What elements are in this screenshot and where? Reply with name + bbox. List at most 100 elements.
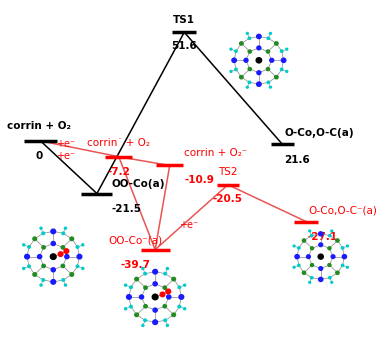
- Text: -27.1: -27.1: [308, 232, 338, 242]
- Text: 0: 0: [35, 151, 42, 162]
- Circle shape: [266, 68, 270, 71]
- Circle shape: [235, 50, 237, 52]
- Circle shape: [178, 305, 181, 308]
- Circle shape: [51, 279, 55, 284]
- Circle shape: [267, 37, 270, 39]
- Circle shape: [269, 32, 272, 34]
- Circle shape: [65, 254, 69, 259]
- Circle shape: [184, 308, 186, 310]
- Text: -10.9: -10.9: [184, 175, 214, 185]
- Circle shape: [298, 247, 300, 249]
- Circle shape: [130, 305, 132, 308]
- Circle shape: [309, 230, 311, 232]
- Circle shape: [42, 264, 45, 268]
- Circle shape: [235, 68, 237, 71]
- Circle shape: [163, 304, 166, 308]
- Circle shape: [328, 264, 331, 266]
- Circle shape: [38, 254, 42, 259]
- Circle shape: [286, 48, 288, 50]
- Circle shape: [33, 237, 36, 240]
- Circle shape: [298, 264, 300, 266]
- Circle shape: [126, 295, 131, 299]
- Circle shape: [331, 281, 333, 283]
- Circle shape: [310, 234, 313, 237]
- Circle shape: [163, 286, 166, 289]
- Circle shape: [58, 252, 63, 256]
- Circle shape: [51, 241, 55, 246]
- Circle shape: [25, 254, 29, 259]
- Circle shape: [346, 266, 348, 268]
- Circle shape: [309, 281, 311, 283]
- Circle shape: [40, 284, 42, 286]
- Circle shape: [166, 325, 168, 326]
- Text: corrin + O₂: corrin + O₂: [7, 121, 71, 131]
- Circle shape: [342, 254, 346, 259]
- Circle shape: [302, 271, 306, 274]
- Circle shape: [139, 295, 144, 299]
- Circle shape: [310, 264, 314, 266]
- Circle shape: [135, 313, 139, 316]
- Circle shape: [270, 58, 274, 62]
- Circle shape: [244, 58, 248, 62]
- Circle shape: [130, 286, 132, 289]
- Circle shape: [50, 254, 56, 259]
- Circle shape: [62, 232, 64, 234]
- Circle shape: [23, 244, 25, 246]
- Circle shape: [248, 68, 251, 71]
- Circle shape: [28, 265, 30, 268]
- Circle shape: [269, 86, 272, 88]
- Circle shape: [266, 50, 270, 53]
- Circle shape: [76, 246, 79, 248]
- Circle shape: [256, 82, 261, 86]
- Circle shape: [64, 284, 66, 286]
- Circle shape: [135, 277, 139, 281]
- Circle shape: [153, 269, 158, 274]
- Text: OO-Co(a): OO-Co(a): [111, 179, 165, 189]
- Circle shape: [144, 304, 147, 308]
- Circle shape: [166, 289, 171, 294]
- Circle shape: [257, 46, 261, 50]
- Circle shape: [246, 86, 248, 88]
- Circle shape: [319, 243, 323, 247]
- Circle shape: [82, 244, 84, 246]
- Circle shape: [256, 34, 261, 39]
- Circle shape: [167, 295, 171, 299]
- Circle shape: [336, 271, 339, 274]
- Circle shape: [328, 247, 331, 250]
- Circle shape: [240, 42, 243, 45]
- Circle shape: [281, 68, 283, 71]
- Text: +e⁻: +e⁻: [179, 220, 199, 230]
- Circle shape: [70, 273, 74, 276]
- Circle shape: [179, 295, 184, 299]
- Circle shape: [256, 58, 262, 63]
- Circle shape: [64, 227, 66, 229]
- Text: OO-Co⁻(a): OO-Co⁻(a): [108, 235, 162, 245]
- Text: -20.5: -20.5: [213, 194, 243, 204]
- Circle shape: [172, 313, 175, 316]
- Text: corrin˙ + O₂: corrin˙ + O₂: [87, 138, 150, 148]
- Circle shape: [281, 50, 283, 52]
- Circle shape: [319, 232, 323, 236]
- Circle shape: [275, 42, 278, 45]
- Circle shape: [152, 294, 158, 300]
- Circle shape: [329, 277, 331, 279]
- Text: 51.6: 51.6: [171, 42, 197, 51]
- Circle shape: [33, 273, 36, 276]
- Circle shape: [281, 58, 286, 62]
- Circle shape: [319, 267, 323, 270]
- Circle shape: [240, 75, 243, 79]
- Circle shape: [295, 254, 299, 259]
- Circle shape: [125, 284, 126, 286]
- Circle shape: [142, 325, 144, 326]
- Text: -21.5: -21.5: [111, 204, 142, 214]
- Circle shape: [293, 266, 295, 268]
- Circle shape: [61, 264, 64, 268]
- Text: 21.6: 21.6: [284, 155, 310, 165]
- Circle shape: [267, 81, 270, 83]
- Circle shape: [331, 230, 333, 232]
- Circle shape: [153, 282, 157, 286]
- Circle shape: [70, 237, 74, 240]
- Circle shape: [160, 292, 165, 297]
- Circle shape: [61, 246, 64, 249]
- Circle shape: [307, 255, 310, 258]
